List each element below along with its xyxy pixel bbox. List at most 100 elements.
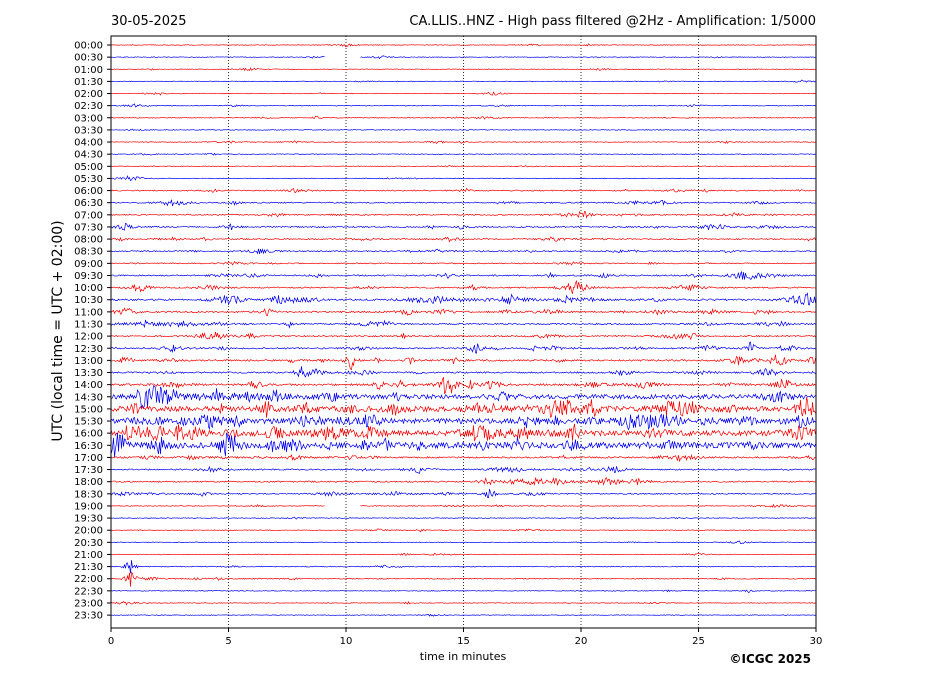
trace-row-0430: [111, 152, 816, 156]
row-label: 22:00: [74, 574, 103, 585]
row-label: 05:30: [74, 174, 103, 185]
x-tick-label: 20: [575, 636, 588, 647]
row-label: 20:30: [74, 538, 103, 549]
trace-row-0300: [111, 115, 816, 120]
x-tick-label: 10: [340, 636, 353, 647]
row-label: 17:30: [74, 465, 103, 476]
x-tick-label: 0: [108, 636, 114, 647]
trace-row-0900: [111, 260, 816, 266]
trace-row-0530: [111, 175, 816, 182]
row-label: 14:00: [74, 380, 103, 391]
trace-row-1830: [111, 489, 816, 499]
trace-row-1800: [111, 477, 816, 486]
row-label: 15:00: [74, 404, 103, 415]
row-label: 19:00: [74, 501, 103, 512]
chart-title: CA.LLIS..HNZ - High pass filtered @2Hz -…: [409, 14, 816, 29]
trace-row-1930: [111, 516, 816, 520]
row-label: 12:30: [74, 344, 103, 355]
trace-row-0230: [111, 103, 816, 108]
row-label: 07:00: [74, 210, 103, 221]
trace-row-2230: [111, 589, 816, 594]
trace-row-0200: [111, 91, 816, 96]
x-axis: 0 5 10 15 20 25 30: [108, 628, 822, 647]
trace-row-0400: [111, 140, 816, 145]
row-label: 12:00: [74, 332, 103, 343]
row-label: 22:30: [74, 586, 103, 597]
row-label: 18:00: [74, 477, 103, 488]
trace-row-0930: [111, 271, 816, 280]
y-axis-label: UTC (local time = UTC + 02:00): [50, 220, 66, 441]
trace-row-2300: [111, 600, 816, 606]
x-axis-label: time in minutes: [420, 650, 507, 663]
row-label: 08:30: [74, 247, 103, 258]
trace-row-0730: [111, 222, 816, 231]
row-label: 06:30: [74, 198, 103, 209]
trace-row-0000: [111, 43, 816, 48]
plot-frame: [110, 35, 817, 629]
trace-row-1430: [111, 385, 816, 410]
trace-row-1200: [111, 331, 816, 341]
trace-row-2200: [111, 571, 816, 587]
trace-row-0130: [111, 79, 816, 83]
row-label: 15:30: [74, 417, 103, 428]
row-label: 09:30: [74, 271, 103, 282]
trace-row-0030: [111, 55, 816, 60]
trace-row-0700: [111, 210, 816, 219]
row-label: 16:00: [74, 429, 103, 440]
row-label: 02:00: [74, 89, 103, 100]
trace-row-1030: [111, 292, 816, 306]
row-label: 07:30: [74, 222, 103, 233]
trace-row-2130: [111, 560, 816, 574]
row-label: 10:30: [74, 295, 103, 306]
copyright-text: ©ICGC 2025: [729, 652, 811, 666]
row-label: 02:30: [74, 101, 103, 112]
x-tick-label: 15: [457, 636, 470, 647]
row-label: 13:00: [74, 356, 103, 367]
trace-row-1900: [111, 503, 816, 508]
row-label: 00:00: [74, 41, 103, 52]
row-label: 16:30: [74, 441, 103, 452]
row-label: 00:30: [74, 53, 103, 64]
row-label: 17:00: [74, 453, 103, 464]
row-label: 04:00: [74, 138, 103, 149]
trace-row-0330: [111, 128, 816, 132]
trace-row-1630: [111, 432, 816, 458]
row-label: 01:00: [74, 65, 103, 76]
x-tick-label: 5: [225, 636, 231, 647]
row-label: 09:00: [74, 259, 103, 270]
row-label: 11:00: [74, 307, 103, 318]
row-label: 23:30: [74, 611, 103, 622]
row-label: 23:00: [74, 598, 103, 609]
trace-row-0100: [111, 67, 816, 72]
row-label: 21:30: [74, 562, 103, 573]
trace-row-1100: [111, 307, 816, 316]
trace-row-1600: [111, 423, 816, 442]
trace-row-0630: [111, 199, 816, 207]
row-label: 14:30: [74, 392, 103, 403]
trace-row-1330: [111, 366, 816, 378]
trace-row-1730: [111, 465, 816, 474]
trace-row-1530: [111, 413, 816, 431]
row-label: 20:00: [74, 526, 103, 537]
trace-row-2100: [111, 552, 816, 556]
row-label: 18:30: [74, 489, 103, 500]
trace-row-1300: [111, 354, 816, 371]
x-tick-label: 25: [692, 636, 705, 647]
row-label: 10:00: [74, 283, 103, 294]
row-label: 01:30: [74, 77, 103, 88]
row-label: 04:30: [74, 150, 103, 161]
row-label: 03:00: [74, 113, 103, 124]
trace-row-1700: [111, 453, 816, 463]
row-label: 08:00: [74, 235, 103, 246]
row-label: 05:00: [74, 162, 103, 173]
trace-row-1000: [111, 279, 816, 294]
trace-row-2330: [111, 613, 816, 617]
trace-row-2000: [111, 528, 816, 533]
trace-row-1130: [111, 319, 816, 329]
row-label: 13:30: [74, 368, 103, 379]
row-label: 21:00: [74, 550, 103, 561]
y-tick-labels: 00:0000:3001:0001:3002:0002:3003:0003:30…: [74, 41, 111, 622]
trace-row-0500: [111, 165, 816, 168]
header-date: 30-05-2025: [111, 14, 187, 29]
